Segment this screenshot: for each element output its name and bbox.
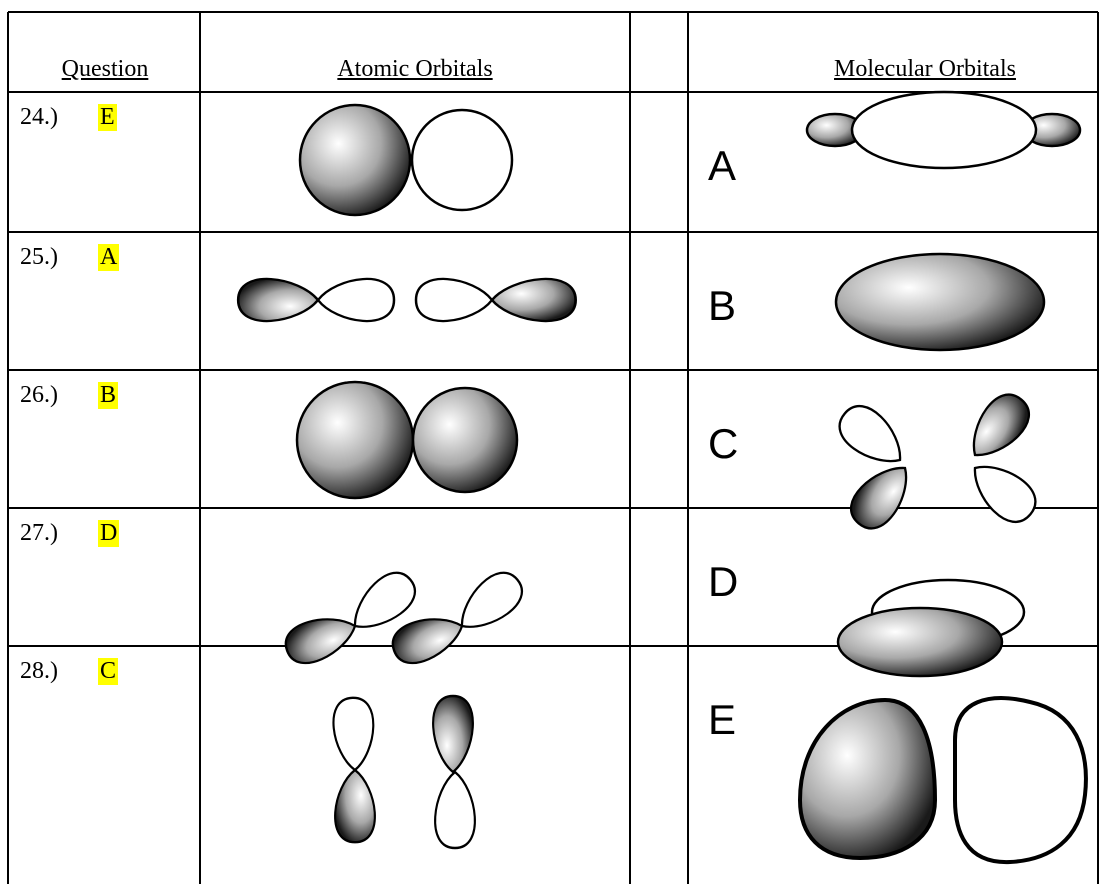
answer: B <box>98 382 119 409</box>
grid-lines <box>7 11 1099 884</box>
answer: C <box>98 658 119 685</box>
option-label: D <box>708 558 739 605</box>
question-number: 26.) <box>20 382 58 408</box>
answer: A <box>98 244 120 271</box>
option-label: C <box>708 420 739 467</box>
option-label: A <box>708 142 737 189</box>
header-question: Question <box>61 56 149 82</box>
question-number: 25.) <box>20 244 58 270</box>
header-molecular: Molecular Orbitals <box>834 56 1016 82</box>
answer: D <box>98 520 120 547</box>
header-atomic: Atomic Orbitals <box>337 56 493 82</box>
answer: E <box>98 104 117 131</box>
question-number: 24.) <box>20 104 58 130</box>
orbitals <box>236 90 1088 865</box>
option-label: B <box>708 282 737 329</box>
question-number: 28.) <box>20 658 58 684</box>
question-number: 27.) <box>20 520 58 546</box>
option-label: E <box>708 696 737 743</box>
